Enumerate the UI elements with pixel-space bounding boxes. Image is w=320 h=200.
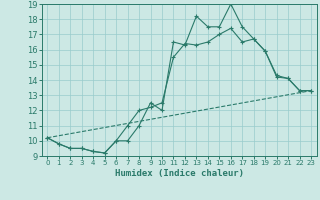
X-axis label: Humidex (Indice chaleur): Humidex (Indice chaleur) — [115, 169, 244, 178]
